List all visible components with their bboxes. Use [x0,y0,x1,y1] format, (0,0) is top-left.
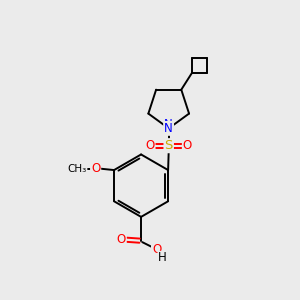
Text: O: O [91,162,100,175]
Text: H: H [158,251,167,264]
Text: N: N [164,118,173,131]
Text: O: O [152,243,161,256]
Text: CH₃: CH₃ [68,164,87,174]
Text: O: O [146,139,154,152]
Text: O: O [183,139,192,152]
Text: O: O [116,233,126,246]
Text: S: S [164,139,173,152]
Text: N: N [164,122,173,135]
